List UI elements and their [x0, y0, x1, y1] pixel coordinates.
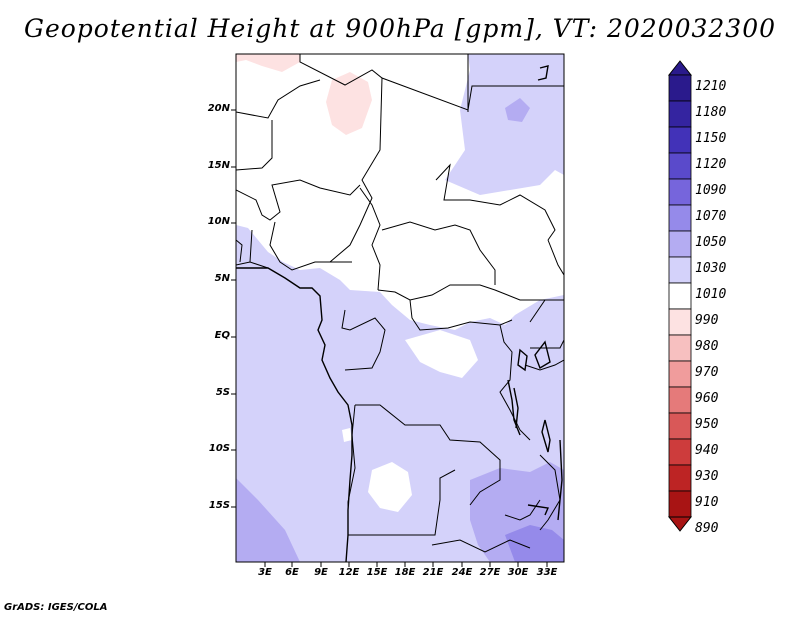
colorbar-level-label: 1070	[695, 209, 727, 224]
lat-label: 20N	[207, 103, 230, 114]
grads-credit: GrADS: IGES/COLA	[4, 602, 108, 613]
colorbar-box	[668, 152, 692, 180]
colorbar-level-label: 960	[695, 391, 719, 406]
field-1050-1070	[505, 525, 564, 562]
lon-label: 12E	[338, 567, 360, 578]
colorbar-box	[668, 386, 692, 414]
lon-label: 27E	[479, 567, 501, 578]
field-990-1010	[236, 54, 564, 330]
colorbar-level-label: 950	[695, 417, 719, 432]
colorbar-top-arrow	[667, 60, 693, 76]
colorbar-box	[668, 230, 692, 258]
colorbar-level-label: 940	[695, 443, 719, 458]
lat-label: 5N	[214, 273, 230, 284]
colorbar	[667, 60, 693, 532]
lat-label: 10N	[207, 216, 230, 227]
colorbar-box	[668, 412, 692, 440]
colorbar-level-label: 970	[695, 365, 719, 380]
lat-label: 15N	[207, 160, 230, 171]
lon-label: 30E	[507, 567, 529, 578]
colorbar-box	[668, 256, 692, 284]
colorbar-level-label: 980	[695, 339, 719, 354]
colorbar-box	[668, 464, 692, 492]
map-frame	[235, 53, 565, 563]
colorbar-level-label: 1090	[695, 183, 727, 198]
colorbar-box	[668, 360, 692, 388]
colorbar-level-label: 930	[695, 469, 719, 484]
lon-label: 21E	[422, 567, 444, 578]
colorbar-level-label: 910	[695, 495, 719, 510]
coastline	[236, 65, 563, 562]
colorbar-box	[668, 308, 692, 336]
colorbar-level-label: 1120	[695, 157, 727, 172]
lat-label: 15S	[208, 500, 230, 511]
colorbar-level-label: 1210	[695, 79, 727, 94]
colorbar-bottom-arrow	[667, 516, 693, 532]
field-layer	[236, 54, 564, 562]
lon-ticks	[264, 562, 548, 567]
colorbar-box	[668, 74, 692, 102]
lon-label: 24E	[451, 567, 473, 578]
field-1030-1050	[236, 98, 564, 562]
colorbar-level-label: 1050	[695, 235, 727, 250]
colorbar-box	[668, 126, 692, 154]
lon-label: 33E	[536, 567, 558, 578]
lat-label: EQ	[214, 330, 230, 341]
colorbar-box	[668, 178, 692, 206]
field-white-patches	[342, 330, 478, 512]
lat-label: 10S	[208, 443, 230, 454]
lon-label: 9E	[314, 567, 328, 578]
colorbar-box	[668, 438, 692, 466]
colorbar-box	[668, 282, 692, 310]
colorbar-box	[668, 334, 692, 362]
lat-label: 5S	[215, 387, 230, 398]
colorbar-level-label: 1010	[695, 287, 727, 302]
colorbar-box	[668, 490, 692, 518]
colorbar-level-label: 990	[695, 313, 719, 328]
lon-label: 15E	[366, 567, 388, 578]
map-title: Geopotential Height at 900hPa [gpm], VT:…	[23, 14, 777, 43]
lon-label: 3E	[258, 567, 272, 578]
lon-label: 18E	[394, 567, 416, 578]
lon-label: 6E	[285, 567, 299, 578]
colorbar-box	[668, 204, 692, 232]
field-980-990	[236, 54, 372, 135]
colorbar-box	[668, 100, 692, 128]
lat-ticks	[231, 109, 236, 508]
colorbar-level-label: 1180	[695, 105, 727, 120]
colorbar-level-label: 1030	[695, 261, 727, 276]
colorbar-level-label: 1150	[695, 131, 727, 146]
country-borders	[236, 54, 564, 553]
colorbar-level-label: 890	[695, 521, 719, 536]
